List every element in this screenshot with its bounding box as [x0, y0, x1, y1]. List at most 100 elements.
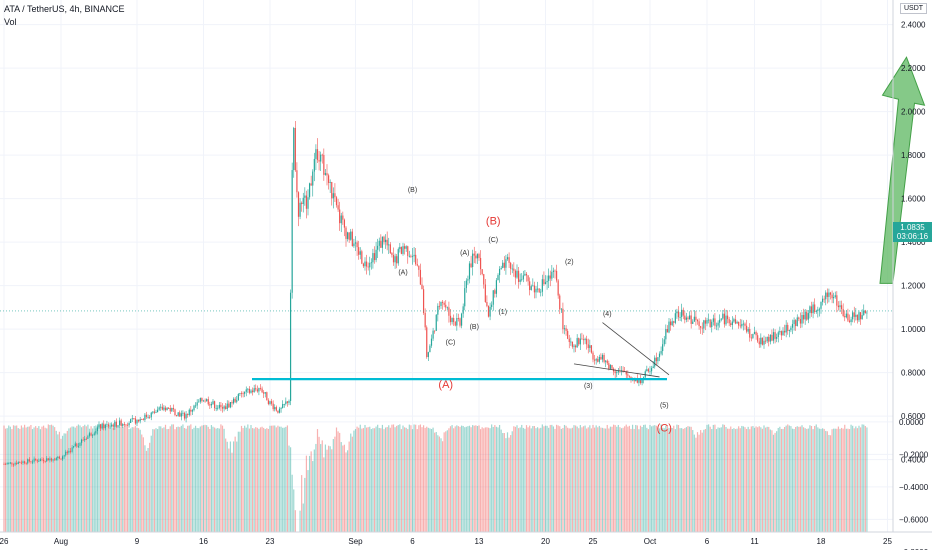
volume-bar	[38, 426, 40, 532]
candle-body	[194, 405, 197, 407]
volume-bar	[443, 432, 445, 532]
candle-body	[397, 249, 399, 264]
candle-body	[726, 315, 729, 320]
candle-body	[742, 323, 745, 325]
volume-bar	[631, 424, 634, 532]
volume-label[interactable]: Vol	[4, 17, 17, 27]
price-axis[interactable]: 0.4000 0.6000 0.8000 1.0000 1.2000 1.4000 1.60…	[892, 0, 926, 532]
volume-bar	[810, 425, 813, 532]
candle-body	[145, 414, 148, 418]
candle-body	[372, 253, 374, 263]
candle-body	[741, 323, 743, 327]
volume-bar	[171, 424, 173, 532]
volume-bar	[283, 427, 285, 532]
volume-bar	[293, 489, 295, 532]
volume-bar	[23, 424, 26, 532]
volume-bar	[123, 426, 125, 532]
candle-body	[4, 463, 7, 465]
volume-bar	[149, 442, 151, 532]
volume-bar	[703, 429, 705, 532]
volume-bar	[242, 428, 244, 532]
volume-bar	[378, 427, 380, 532]
candle-body	[723, 313, 726, 325]
candle-body	[711, 321, 713, 328]
volume-bar	[798, 426, 800, 532]
volume-bar	[479, 429, 482, 532]
volume-bar	[619, 427, 621, 532]
volume-bar	[288, 445, 290, 532]
candle-body	[491, 304, 493, 307]
volume-bar	[408, 424, 410, 532]
volume-bar	[55, 430, 57, 532]
candle-body	[294, 127, 296, 171]
candle-body	[47, 458, 49, 461]
volume-bar	[831, 429, 833, 532]
volume-bar	[416, 429, 418, 532]
volume-bar	[796, 426, 798, 532]
volume-bar	[247, 424, 249, 532]
volume-bar	[761, 428, 764, 532]
volume-bar	[529, 425, 531, 532]
candle-body	[299, 202, 301, 217]
volume-bar	[719, 427, 721, 532]
candle-body	[647, 369, 650, 372]
volume-bar	[93, 426, 95, 532]
candle-body	[543, 279, 545, 285]
candle-body	[696, 319, 699, 322]
candle-body	[98, 424, 100, 428]
candle-body	[228, 403, 230, 408]
volume-bar	[612, 424, 615, 532]
volume-bar	[837, 426, 840, 532]
volume-bar	[497, 427, 499, 532]
candle-body	[63, 455, 65, 457]
symbol-title[interactable]: ATA / TetherUS, 4h, BINANCE	[4, 4, 125, 14]
volume-bar	[354, 429, 357, 532]
candle-body	[381, 236, 384, 248]
candle-body	[283, 403, 285, 405]
volume-bar	[177, 426, 179, 532]
volume-bar	[96, 426, 99, 532]
candle-body	[845, 313, 847, 318]
volume-bar	[576, 426, 578, 532]
candle-body	[386, 239, 388, 246]
volume-bar	[228, 448, 230, 532]
candle-body	[441, 301, 444, 303]
candle-body	[84, 438, 86, 441]
volume-bar	[99, 427, 102, 532]
candle-body	[769, 334, 771, 342]
volume-bar	[693, 434, 695, 532]
volume-bar	[848, 429, 851, 532]
volume-bar	[855, 426, 857, 532]
volume-bar	[269, 425, 271, 532]
time-tick-label: Sep	[348, 537, 363, 546]
volume-bar	[324, 444, 327, 532]
currency-button[interactable]: USDT	[900, 3, 928, 14]
candle-body	[695, 316, 697, 320]
volume-bar	[785, 425, 787, 532]
wave-label: (3)	[584, 383, 593, 390]
volume-bar	[217, 428, 219, 532]
candle-body	[627, 374, 629, 376]
volume-bar	[552, 426, 555, 532]
candle-body	[213, 401, 216, 409]
volume-bar	[274, 425, 276, 532]
volume-bar	[16, 425, 18, 532]
volume-bar	[750, 426, 752, 532]
volume-bar	[251, 428, 254, 532]
volume-bar	[130, 428, 132, 532]
volume-bar	[369, 426, 371, 532]
candle-body	[646, 369, 648, 372]
candle-body	[301, 202, 303, 205]
volume-bar	[601, 427, 604, 532]
candle-body	[776, 336, 778, 339]
volume-bar	[245, 427, 247, 532]
candle-body	[234, 398, 236, 402]
time-axis[interactable]: 26 Aug 9 16 23 Sep 6 13 20 25 Oct 6 11 18 25	[0, 531, 932, 546]
candle-body	[432, 330, 434, 339]
candle-body	[187, 414, 189, 416]
volume-bar	[356, 426, 358, 532]
candle-body	[226, 403, 228, 410]
candle-body	[671, 321, 673, 326]
candle-body	[416, 264, 418, 266]
